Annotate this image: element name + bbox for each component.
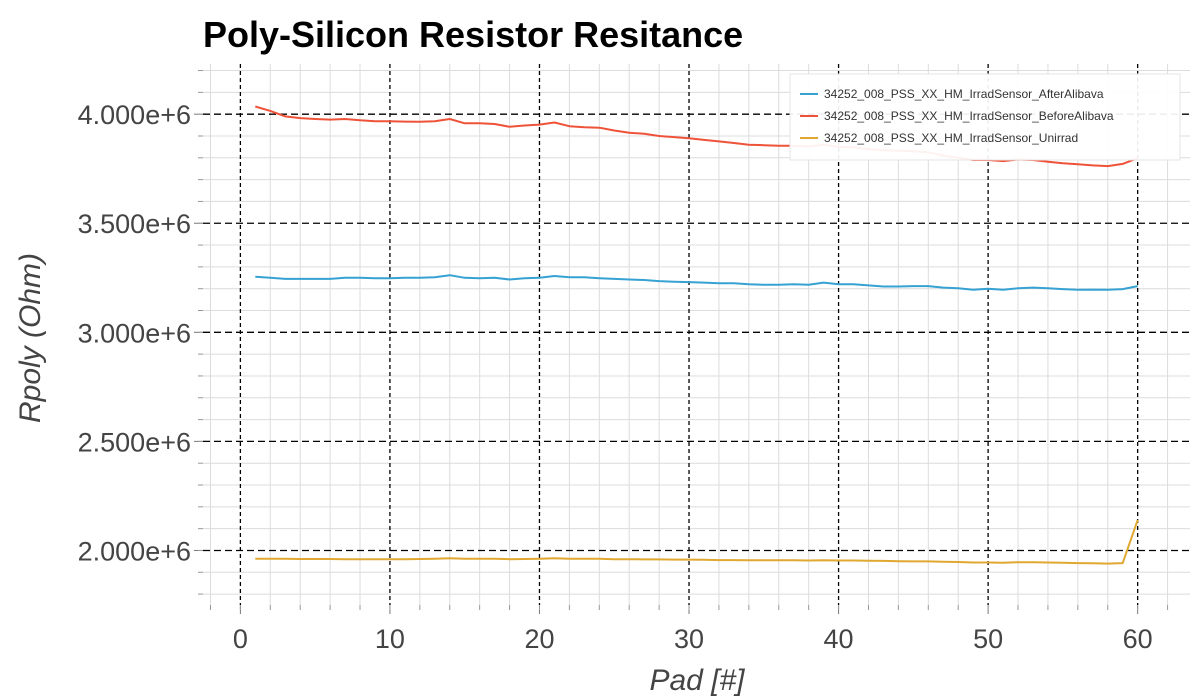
legend-label-unirrad: 34252_008_PSS_XX_HM_IrradSensor_Unirrad: [824, 131, 1078, 145]
x-tick-label: 20: [524, 624, 554, 654]
x-tick-label: 50: [973, 624, 1003, 654]
chart-title: Poly-Silicon Resistor Resitance: [203, 14, 744, 55]
legend-label-afteralibava: 34252_008_PSS_XX_HM_IrradSensor_AfterAli…: [824, 87, 1104, 101]
x-tick-label: 60: [1123, 624, 1153, 654]
y-tick-label: 3.000e+6: [78, 318, 191, 348]
x-tick-label: 40: [824, 624, 854, 654]
x-tick-label: 0: [233, 624, 248, 654]
legend: 34252_008_PSS_XX_HM_IrradSensor_AfterAli…: [789, 73, 1181, 161]
y-tick-label: 2.500e+6: [78, 427, 191, 457]
y-tick-label: 3.500e+6: [78, 209, 191, 239]
legend-box: [789, 73, 1181, 161]
minor-grid: [203, 64, 1190, 605]
x-tick-labels: 0 10 20 30 40 50 60: [233, 624, 1153, 654]
series-line-afteralibava: [255, 274, 1138, 291]
y-tick-label: 4.000e+6: [78, 100, 191, 130]
x-tick-label: 30: [674, 624, 704, 654]
x-axis-label: Pad [#]: [649, 664, 745, 697]
axis-ticks: [194, 70, 1169, 614]
series-line-unirrad: [255, 519, 1139, 565]
y-tick-label: 2.000e+6: [78, 536, 191, 566]
major-grid: [203, 64, 1190, 605]
y-axis-label: Rpoly (Ohm): [14, 253, 47, 423]
x-tick-label: 10: [375, 624, 405, 654]
legend-label-beforealibava: 34252_008_PSS_XX_HM_IrradSensor_BeforeAl…: [824, 109, 1114, 123]
y-tick-labels: 2.000e+6 2.500e+6 3.000e+6 3.500e+6 4.000e+6: [78, 100, 191, 566]
